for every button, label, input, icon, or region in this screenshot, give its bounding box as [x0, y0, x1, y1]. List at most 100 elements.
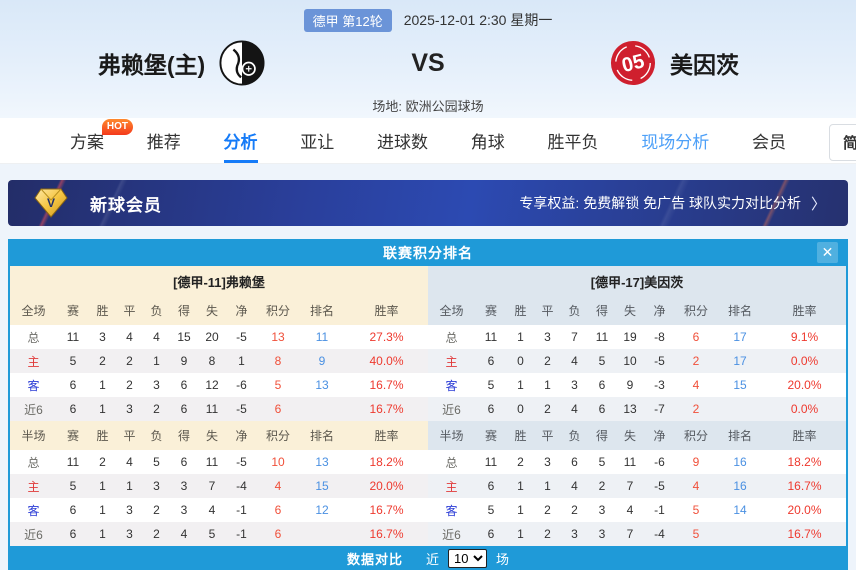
row-label: 总	[445, 330, 458, 345]
column-header: 得	[177, 429, 190, 443]
cell: 2	[571, 503, 578, 517]
table-row: 总 11 2 3 6 5 11 -6 9 16 18.2%	[428, 450, 846, 474]
svg-text:V: V	[47, 196, 55, 210]
cell: 2	[153, 527, 160, 541]
column-header: 全场	[439, 304, 464, 318]
cell: 2	[517, 455, 524, 469]
cell: 11	[315, 330, 329, 344]
member-banner[interactable]: V 新球会员 专享权益: 免费解锁 免广告 球队实力对比分析 〉	[8, 180, 848, 226]
home-team-name: 弗赖堡(主)	[97, 52, 206, 78]
cell: 13	[315, 378, 329, 392]
banner-benefits[interactable]: 专享权益: 免费解锁 免广告 球队实力对比分析 〉	[519, 193, 826, 214]
column-header: 排名	[309, 304, 334, 318]
column-header: 半场	[21, 429, 46, 443]
home-team: 弗赖堡(主)	[0, 40, 363, 86]
cell: 5	[153, 455, 160, 469]
cell: 11	[595, 330, 609, 344]
away-team: 05 美因茨	[493, 40, 856, 86]
cell: 16.7%	[369, 402, 404, 416]
column-header: 积分	[683, 304, 708, 318]
cell: 5	[692, 503, 700, 517]
column-header-row: 全场 赛 胜平负得 失 净 积分 排名 胜率	[10, 296, 428, 325]
cell: 5	[692, 527, 700, 541]
hot-badge: HOT	[101, 119, 133, 135]
away-team-name: 美因茨	[670, 52, 739, 78]
cell: 1	[126, 479, 133, 493]
column-header: 净	[235, 429, 248, 443]
cell: 2	[99, 455, 106, 469]
cell: 15	[177, 330, 191, 344]
cell: 3	[153, 378, 160, 392]
cell: 1	[517, 527, 524, 541]
cell: 11	[205, 455, 219, 469]
cell: 5	[487, 378, 495, 392]
cell: 18.2%	[787, 455, 822, 469]
cell: 17	[733, 330, 747, 344]
cell: 6	[69, 402, 77, 416]
cell: 5	[598, 354, 606, 368]
cell: 5	[208, 527, 216, 541]
language-toggle-button[interactable]: 简	[828, 124, 856, 161]
cell: 1	[99, 527, 106, 541]
row-label: 主	[445, 354, 458, 369]
cell: 8	[274, 354, 282, 368]
cell: 2	[544, 402, 551, 416]
cell: 11	[66, 330, 80, 344]
column-header-row: 半场 赛 胜平负得 失 净 积分 排名 胜率	[428, 421, 846, 450]
table-row: 主 6 0 2 4 5 10 -5 2 17 0.0%	[428, 349, 846, 373]
cell: 13	[315, 455, 329, 469]
cell: 1	[517, 330, 524, 344]
panel-title: 联赛积分排名	[383, 244, 473, 261]
cell: 14	[733, 503, 747, 517]
team-table-title: [德甲-17]美因茨	[428, 266, 846, 296]
cell: 4	[571, 479, 578, 493]
cell: 2	[544, 503, 551, 517]
row-label: 近6	[442, 402, 461, 417]
row-label: 近6	[442, 527, 461, 542]
standings-tables: [德甲-11]弗赖堡 全场赛胜平负得失净积分 排名 胜率总 11 3 4 4 15 20 -5 13 1…	[10, 266, 846, 546]
tab-5[interactable]: 角球	[470, 133, 505, 152]
cell: 18.2%	[369, 455, 404, 469]
tab-4[interactable]: 进球数	[377, 133, 428, 152]
cell: 11	[484, 455, 498, 469]
row-label: 总	[27, 330, 40, 345]
cell: 4	[692, 479, 700, 493]
tab-2[interactable]: 分析	[223, 118, 258, 163]
cell: 5	[487, 503, 495, 517]
cell: 2	[544, 527, 551, 541]
column-header: 净	[653, 429, 666, 443]
tab-7[interactable]: 现场分析	[641, 133, 710, 152]
cell: 6	[692, 330, 700, 344]
tab-8[interactable]: 会员	[752, 133, 786, 152]
cell: 6	[487, 527, 495, 541]
column-header: 赛	[484, 429, 497, 443]
cell: 3	[126, 527, 133, 541]
row-label: 主	[27, 354, 40, 369]
column-header: 平	[123, 429, 136, 443]
column-header: 负	[568, 304, 581, 318]
cell: 4	[571, 354, 578, 368]
data-compare-bar: 数据对比 近 10 场	[10, 546, 846, 570]
cell: 4	[126, 330, 133, 344]
cell: 7	[626, 479, 634, 493]
tab-6[interactable]: 胜平负	[547, 133, 599, 152]
standings-away-table: [德甲-17]美因茨 全场赛胜平负得失净积分 排名 胜率总 11 1 3 7 11 19 -8 6 17…	[428, 266, 846, 546]
cell: 0	[517, 354, 524, 368]
column-header: 失	[205, 304, 218, 318]
cell: -1	[236, 527, 247, 541]
cell: 16.7%	[369, 503, 404, 517]
cell: 3	[180, 479, 188, 493]
cell: 5	[69, 479, 77, 493]
cell: 1	[517, 503, 524, 517]
table-row: 总 11 2 4 5 6 11 -5 10 13 18.2%	[10, 450, 428, 474]
close-icon[interactable]: ✕	[817, 242, 838, 263]
cell: 6	[598, 378, 606, 392]
column-header: 全场	[21, 304, 46, 318]
tab-0[interactable]: 方案 HOT	[70, 118, 133, 163]
column-header: 平	[541, 304, 554, 318]
recent-count-select[interactable]: 10	[448, 549, 487, 568]
cell: 6	[180, 402, 188, 416]
cell: 10	[271, 455, 285, 469]
tab-3[interactable]: 亚让	[300, 133, 335, 152]
tab-1[interactable]: 推荐	[146, 133, 181, 152]
